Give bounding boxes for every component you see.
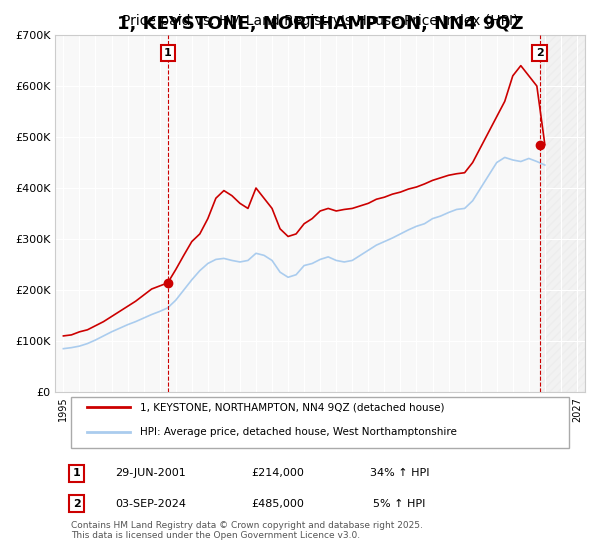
Text: Contains HM Land Registry data © Crown copyright and database right 2025.
This d: Contains HM Land Registry data © Crown c…: [71, 521, 423, 540]
FancyBboxPatch shape: [71, 397, 569, 449]
Text: 1: 1: [164, 48, 172, 58]
Text: £214,000: £214,000: [251, 468, 304, 478]
Text: Price paid vs. HM Land Registry's House Price Index (HPI): Price paid vs. HM Land Registry's House …: [122, 14, 518, 28]
Text: HPI: Average price, detached house, West Northamptonshire: HPI: Average price, detached house, West…: [140, 427, 457, 437]
Title: 1, KEYSTONE, NORTHAMPTON, NN4 9QZ: 1, KEYSTONE, NORTHAMPTON, NN4 9QZ: [117, 16, 523, 34]
Text: 1, KEYSTONE, NORTHAMPTON, NN4 9QZ (detached house): 1, KEYSTONE, NORTHAMPTON, NN4 9QZ (detac…: [140, 402, 445, 412]
Text: 29-JUN-2001: 29-JUN-2001: [115, 468, 186, 478]
Text: 03-SEP-2024: 03-SEP-2024: [115, 499, 186, 508]
Text: 2: 2: [73, 499, 80, 508]
Text: 5% ↑ HPI: 5% ↑ HPI: [373, 499, 426, 508]
Text: 1: 1: [73, 468, 80, 478]
Text: 2: 2: [536, 48, 544, 58]
Text: £485,000: £485,000: [251, 499, 304, 508]
Bar: [539, 35, 585, 392]
Text: 34% ↑ HPI: 34% ↑ HPI: [370, 468, 430, 478]
